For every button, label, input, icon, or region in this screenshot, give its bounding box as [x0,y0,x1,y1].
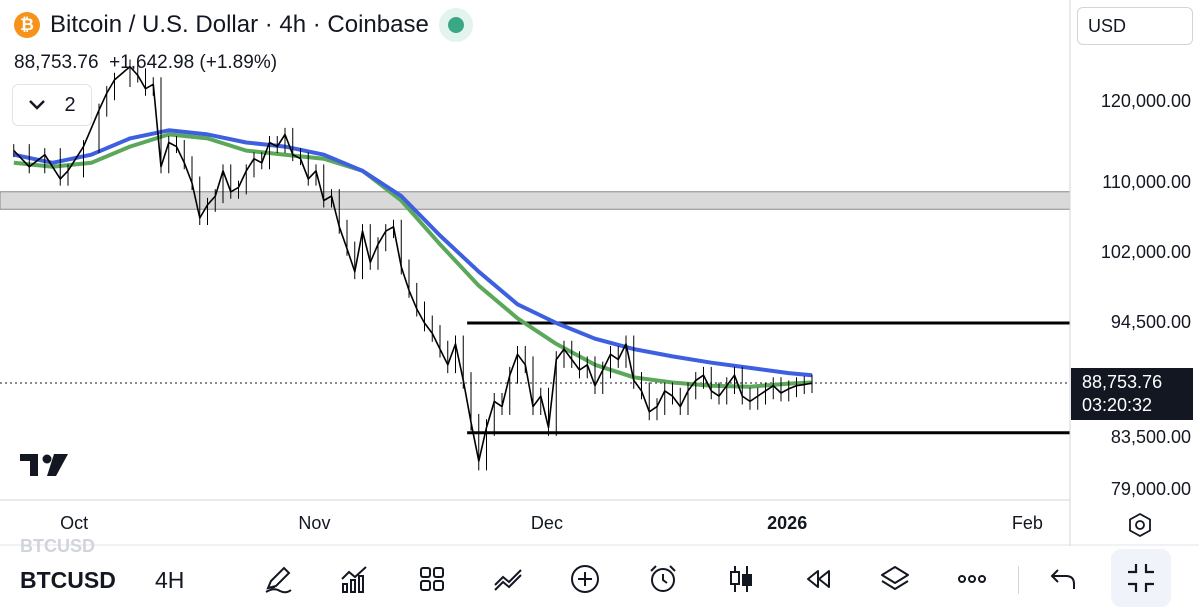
undo-icon [1050,569,1075,589]
collapse-arrows-icon [1128,564,1154,592]
pen-icon [265,566,292,594]
time-tick-label: Feb [1011,513,1043,533]
price-tick-label: 120,000.00 [1100,91,1191,111]
price-line[interactable] [13,65,813,462]
time-tick-label: 2026 [767,513,808,533]
plus-circle-icon [571,565,599,593]
price-tick-label: 102,000.00 [1100,242,1191,262]
price-tick-label: 94,500.00 [1110,312,1191,332]
replay-button[interactable] [802,563,834,595]
undo-button[interactable] [1047,563,1079,595]
layouts-button[interactable] [416,563,448,595]
time-tick-label: Nov [298,513,331,533]
compare-button[interactable] [492,563,524,595]
price-tick-label: 110,000.00 [1102,172,1191,192]
indicators-button[interactable] [338,563,370,595]
last-price-value: 88,753.76 [1082,372,1163,392]
price-change-readout: 88,753.76 +1,642.98 (+1.89%) [14,52,278,73]
live-dot-icon [447,17,464,33]
more-button[interactable] [956,563,988,595]
alert-button[interactable] [647,563,679,595]
price-tick-label: 83,500.00 [1110,427,1191,447]
interval-button[interactable]: 4H [155,567,185,593]
chart-background [0,0,1070,500]
bottom-toolbar [0,546,1199,609]
axis-settings-icon[interactable] [1127,512,1153,538]
toolbar-divider [1018,566,1019,594]
exit-fullscreen-button[interactable] [1111,549,1171,607]
highlight-zone [0,191,1071,210]
indicator-count: 2 [64,93,76,116]
symbol-ghost-label: BTCUSD [20,536,95,556]
price-wicks [13,59,813,471]
market-open-indicator[interactable] [438,8,473,42]
alarm-clock-icon [650,565,676,592]
layers-icon [881,566,909,590]
chevron-down-icon [29,100,46,110]
ema-blue-line[interactable] [13,128,813,378]
symbol-button[interactable]: BTCUSD [20,567,116,593]
indicators-icon [341,566,367,593]
bitcoin-icon: ₿ [14,12,40,38]
tradingview-logo-icon [20,454,68,476]
symbol-title: Bitcoin / U.S. Dollar · 4h · Coinbase [50,11,429,38]
drawing-tools-button[interactable] [262,563,294,595]
currency-selector[interactable]: USD [1077,7,1193,45]
bar-countdown: 03:20:32 [1082,395,1153,415]
add-button[interactable] [569,563,601,595]
indicators-collapse-button[interactable]: 2 [12,84,92,126]
rewind-icon [807,570,830,588]
time-tick-label: Oct [60,513,89,533]
time-tick-label: Dec [530,513,563,533]
ema-green-line[interactable] [13,132,813,389]
last-price-tag: 88,753.76 03:20:32 [1071,368,1193,420]
grid-icon [420,567,444,591]
candlestick-icon [730,566,752,592]
more-dots-icon [958,575,986,583]
symbol-header[interactable]: ₿ Bitcoin / U.S. Dollar · 4h · Coinbase [14,8,473,42]
price-chart[interactable] [0,0,1199,546]
chart-type-button[interactable] [725,563,757,595]
price-tick-label: 79,000.00 [1110,479,1191,499]
object-tree-button[interactable] [879,563,911,595]
compare-icon [494,569,522,591]
